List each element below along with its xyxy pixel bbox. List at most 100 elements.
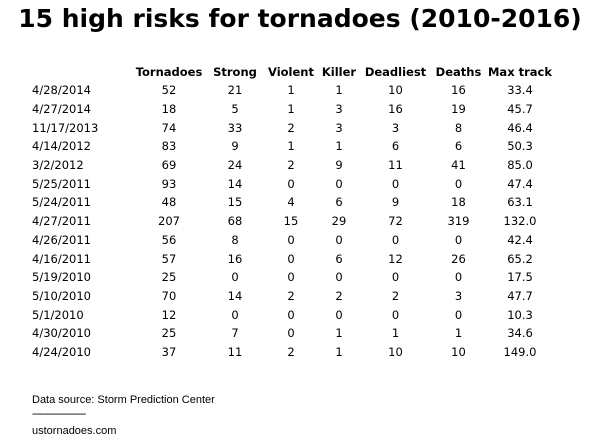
cell-date: 5/19/2010 bbox=[32, 270, 91, 285]
cell-violent: 0 bbox=[287, 176, 295, 191]
cell-killer: 6 bbox=[335, 251, 343, 266]
cell-tornadoes: 12 bbox=[161, 307, 177, 322]
cell-strong: 0 bbox=[231, 270, 239, 285]
cell-deaths: 0 bbox=[454, 270, 463, 285]
cell-date: 4/16/2011 bbox=[32, 251, 91, 266]
cell-max-track: 132.0 bbox=[503, 214, 537, 229]
cell-max-track: 65.2 bbox=[507, 251, 533, 266]
cell-max-track: 33.4 bbox=[507, 83, 533, 98]
cell-max-track: 34.6 bbox=[507, 326, 533, 341]
cell-deaths: 16 bbox=[451, 83, 466, 98]
table-row: 5/19/2010 25 0 0 0 0 0 17.5 bbox=[30, 268, 555, 287]
cell-strong: 14 bbox=[227, 288, 243, 303]
cell-max-track: 47.7 bbox=[507, 288, 533, 303]
cell-deaths: 41 bbox=[451, 158, 466, 173]
cell-violent: 4 bbox=[287, 195, 295, 210]
site-credit: ustornadoes.com bbox=[32, 425, 117, 437]
cell-tornadoes: 93 bbox=[161, 176, 177, 191]
cell-strong: 11 bbox=[227, 344, 243, 359]
cell-violent: 0 bbox=[287, 232, 295, 247]
cell-deaths: 26 bbox=[451, 251, 466, 266]
cell-tornadoes: 18 bbox=[161, 102, 177, 117]
cell-strong: 0 bbox=[231, 307, 239, 322]
cell-deadliest: 12 bbox=[388, 251, 403, 266]
cell-max-track: 50.3 bbox=[507, 139, 533, 154]
cell-max-track: 149.0 bbox=[503, 344, 537, 359]
cell-deadliest: 0 bbox=[391, 270, 400, 285]
cell-date: 5/1/2010 bbox=[32, 307, 84, 322]
cell-strong: 5 bbox=[231, 102, 239, 117]
cell-max-track: 85.0 bbox=[507, 158, 533, 173]
cell-violent: 0 bbox=[287, 270, 295, 285]
cell-deaths: 3 bbox=[454, 288, 463, 303]
cell-strong: 16 bbox=[227, 251, 243, 266]
footer-divider: -------------------- bbox=[32, 408, 86, 420]
cell-killer: 1 bbox=[335, 139, 343, 154]
header-violent: Violent bbox=[268, 65, 314, 79]
cell-tornadoes: 56 bbox=[161, 232, 177, 247]
table-row: 4/16/2011 57 16 0 6 12 26 65.2 bbox=[30, 249, 555, 268]
cell-killer: 3 bbox=[335, 102, 343, 117]
table-row: 4/14/2012 83 9 1 1 6 6 50.3 bbox=[30, 137, 555, 156]
cell-violent: 1 bbox=[287, 139, 295, 154]
cell-deaths: 8 bbox=[454, 120, 463, 135]
cell-tornadoes: 37 bbox=[161, 344, 177, 359]
cell-killer: 9 bbox=[335, 158, 343, 173]
cell-date: 4/26/2011 bbox=[32, 232, 91, 247]
tornado-risk-table: Tornadoes Strong Violent Killer Deadlies… bbox=[30, 63, 555, 361]
cell-killer: 3 bbox=[335, 120, 343, 135]
cell-strong: 14 bbox=[227, 176, 243, 191]
cell-deaths: 6 bbox=[454, 139, 463, 154]
cell-violent: 1 bbox=[287, 83, 295, 98]
cell-killer: 0 bbox=[335, 232, 343, 247]
cell-violent: 2 bbox=[287, 344, 295, 359]
cell-strong: 8 bbox=[231, 232, 239, 247]
page-title: 15 high risks for tornadoes (2010-2016) bbox=[18, 4, 582, 33]
cell-killer: 2 bbox=[335, 288, 343, 303]
cell-deadliest: 3 bbox=[391, 120, 400, 135]
cell-date: 4/27/2011 bbox=[32, 214, 91, 229]
cell-deaths: 0 bbox=[454, 232, 463, 247]
cell-strong: 7 bbox=[231, 326, 239, 341]
data-source-note: Data source: Storm Prediction Center bbox=[32, 394, 215, 406]
cell-strong: 68 bbox=[227, 214, 243, 229]
cell-deaths: 19 bbox=[451, 102, 466, 117]
cell-deaths: 1 bbox=[454, 326, 463, 341]
cell-tornadoes: 70 bbox=[161, 288, 177, 303]
table-row: 3/2/2012 69 24 2 9 11 41 85.0 bbox=[30, 156, 555, 175]
cell-violent: 0 bbox=[287, 251, 295, 266]
cell-tornadoes: 83 bbox=[161, 139, 177, 154]
cell-deadliest: 9 bbox=[391, 195, 400, 210]
cell-date: 11/17/2013 bbox=[32, 120, 99, 135]
cell-tornadoes: 74 bbox=[161, 120, 177, 135]
table-row: 4/24/2010 37 11 2 1 10 10 149.0 bbox=[30, 343, 555, 362]
cell-deadliest: 10 bbox=[388, 344, 403, 359]
cell-deadliest: 1 bbox=[391, 326, 400, 341]
cell-deaths: 10 bbox=[451, 344, 466, 359]
cell-deaths: 0 bbox=[454, 176, 463, 191]
cell-date: 4/30/2010 bbox=[32, 326, 91, 341]
header-killer: Killer bbox=[321, 65, 357, 79]
cell-killer: 0 bbox=[335, 270, 343, 285]
cell-max-track: 10.3 bbox=[507, 307, 533, 322]
cell-violent: 15 bbox=[283, 214, 299, 229]
header-strong: Strong bbox=[213, 65, 257, 79]
cell-killer: 0 bbox=[335, 307, 343, 322]
cell-violent: 0 bbox=[287, 326, 295, 341]
cell-max-track: 47.4 bbox=[507, 176, 533, 191]
cell-max-track: 17.5 bbox=[507, 270, 533, 285]
cell-strong: 33 bbox=[227, 120, 243, 135]
table-body: 4/28/2014 52 21 1 1 10 16 33.4 4/27/2014 18 5 1 3 16 1… bbox=[30, 81, 555, 361]
cell-date: 5/25/2011 bbox=[32, 176, 91, 191]
cell-date: 5/24/2011 bbox=[32, 195, 91, 210]
cell-deadliest: 16 bbox=[388, 102, 403, 117]
table-row: 4/28/2014 52 21 1 1 10 16 33.4 bbox=[30, 81, 555, 100]
cell-deaths: 319 bbox=[447, 214, 470, 229]
cell-date: 4/28/2014 bbox=[32, 83, 91, 98]
cell-strong: 15 bbox=[227, 195, 243, 210]
cell-tornadoes: 57 bbox=[161, 251, 177, 266]
cell-deadliest: 0 bbox=[391, 307, 400, 322]
header-tornadoes: Tornadoes bbox=[135, 65, 203, 79]
header-date bbox=[30, 63, 131, 81]
cell-tornadoes: 69 bbox=[161, 158, 177, 173]
